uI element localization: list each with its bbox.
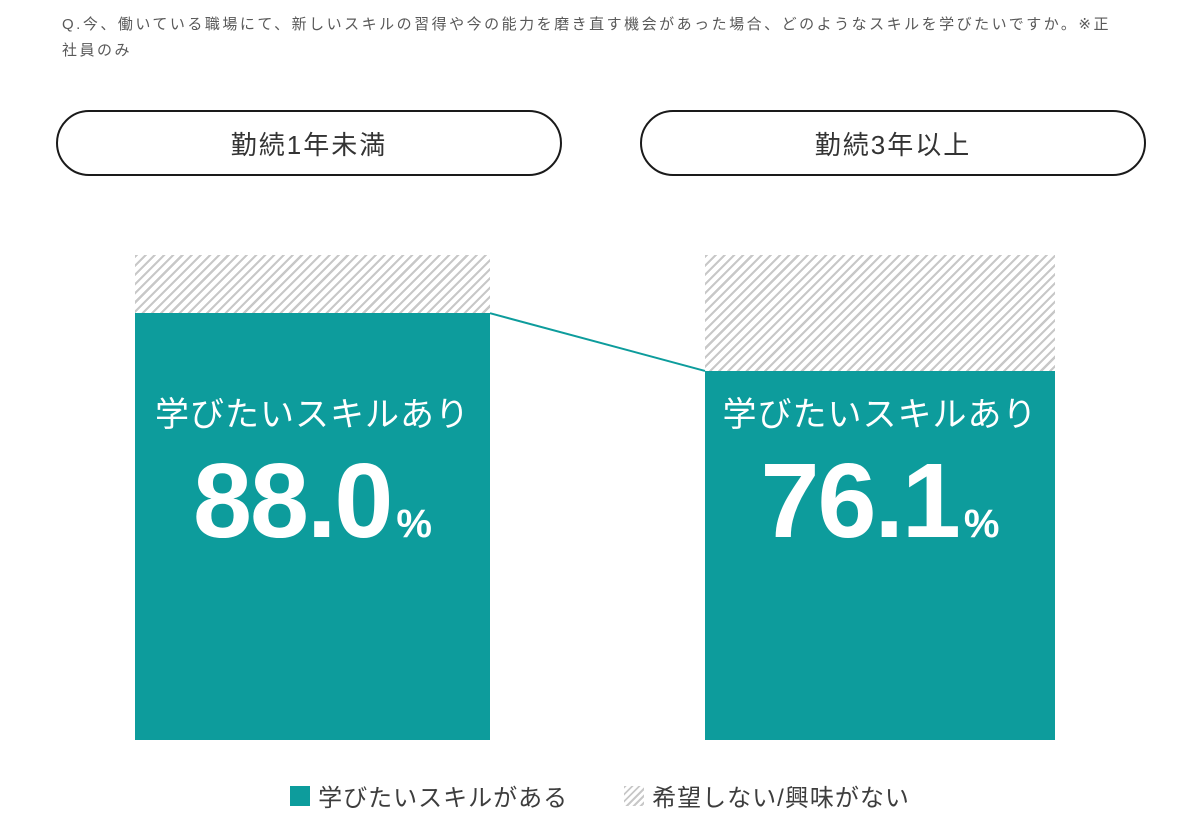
group-pill-label: 勤続3年以上 bbox=[814, 129, 972, 160]
group-pill-label: 勤続1年未満 bbox=[230, 129, 388, 160]
legend-item-wants-to-learn: 学びたいスキルがある bbox=[290, 778, 568, 813]
bar-value: 88.0% bbox=[135, 448, 490, 554]
bar-annotation: 学びたいスキルあり 76.1% bbox=[705, 395, 1055, 554]
question-text: Q.今、働いている職場にて、新しいスキルの習得や今の能力を磨き直す機会があった場… bbox=[62, 16, 1111, 60]
teal-segment-wants-to-learn bbox=[705, 370, 1055, 740]
bar-value-number: 76.1 bbox=[760, 441, 961, 560]
legend-swatch-hatched bbox=[624, 785, 645, 806]
legend-item-no-interest: 希望しない/興味がない bbox=[624, 778, 910, 813]
bar-tenure-3-years-plus: 学びたいスキルあり 76.1% bbox=[705, 255, 1055, 740]
bar-label: 学びたいスキルあり bbox=[722, 396, 1038, 434]
bar-value: 76.1% bbox=[705, 448, 1055, 554]
bar-value-number: 88.0 bbox=[193, 441, 393, 560]
legend-label: 学びたいスキルがある bbox=[318, 785, 569, 812]
bar-value-unit: % bbox=[963, 501, 1000, 546]
hatched-segment-no-interest bbox=[705, 255, 1055, 371]
legend-swatch-teal bbox=[290, 785, 311, 806]
hatched-segment-no-interest bbox=[135, 255, 490, 314]
legend: 学びたいスキルがある 希望しない/興味がない bbox=[0, 778, 1200, 813]
bar-tenure-under-1-year: 学びたいスキルあり 88.0% bbox=[135, 255, 490, 740]
bar-annotation: 学びたいスキルあり 88.0% bbox=[135, 395, 490, 554]
connector-line bbox=[490, 255, 705, 740]
stacked-bar-chart: 学びたいスキルあり 88.0% 学びたいスキルあり 76.1% bbox=[0, 255, 1200, 740]
group-pill-tenure-under-1-year: 勤続1年未満 bbox=[56, 110, 562, 176]
teal-segment-wants-to-learn bbox=[135, 313, 490, 740]
legend-label: 希望しない/興味がない bbox=[652, 785, 910, 812]
bar-value-unit: % bbox=[396, 501, 432, 546]
group-pill-tenure-3-years-plus: 勤続3年以上 bbox=[640, 110, 1146, 176]
bar-label: 学びたいスキルあり bbox=[155, 396, 470, 434]
